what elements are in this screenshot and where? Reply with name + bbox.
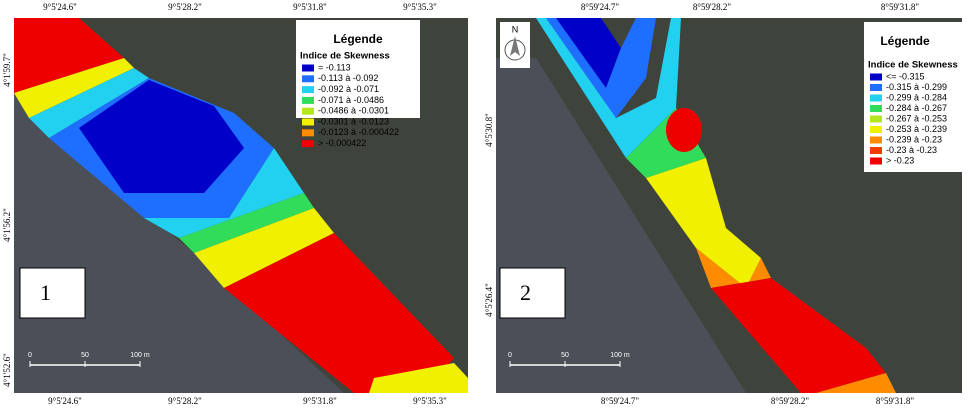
coordinate-label: 9°5'31.8" [293, 2, 327, 12]
coordinate-label: 9°5'28.2" [168, 2, 202, 12]
coordinate-label: 8°59'24.7" [581, 2, 619, 12]
coordinate-label: 9°5'28.2" [168, 396, 202, 406]
legend-label: -0.299 à -0.284 [886, 92, 947, 102]
coordinate-label: 4°5'30.8" [484, 113, 494, 147]
legend-title: Légende [880, 34, 930, 48]
scale-label: 0 [28, 352, 32, 359]
legend-subtitle: Indice de Skewness [868, 60, 958, 71]
scale-label: 50 [81, 352, 89, 359]
legend-subtitle: Indice de Skewness [300, 51, 390, 62]
legend-swatch [302, 119, 314, 126]
coordinate-label: 9°5'35.3" [403, 2, 437, 12]
legend-swatch [870, 95, 882, 102]
legend-label: > -0.23 [886, 155, 914, 165]
legend-label: -0.0123 à -0.000422 [318, 127, 399, 137]
coordinate-label: 4°1'59.7" [2, 53, 12, 87]
coordinate-label: 9°5'31.8" [303, 396, 337, 406]
legend-swatch [870, 147, 882, 154]
legend-label: -0.284 à -0.267 [886, 103, 947, 113]
coordinate-label: 9°5'24.6" [48, 396, 82, 406]
coordinate-label: 8°59'31.8" [881, 2, 919, 12]
legend-swatch [870, 74, 882, 81]
scale-label: 100 m [610, 352, 630, 359]
legend-label: -0.23 à -0.23 [886, 145, 937, 155]
coordinate-label: 8°59'31.8" [876, 396, 914, 406]
legend-label: -0.253 à -0.239 [886, 124, 947, 134]
coordinate-label: 9°5'35.3" [413, 396, 447, 406]
coordinate-label: 9°5'24.6" [43, 2, 77, 12]
legend-swatch [302, 86, 314, 93]
legend-label: <= -0.315 [886, 71, 925, 81]
coordinate-label: 4°1'52.6" [2, 353, 12, 387]
legend-swatch [870, 105, 882, 112]
legend-swatch [302, 108, 314, 115]
legend-swatch [870, 126, 882, 133]
panel-number: 2 [520, 280, 531, 305]
panel-number-box [500, 268, 565, 318]
panel-number: 1 [40, 280, 51, 305]
zone [666, 108, 702, 152]
legend-swatch [302, 140, 314, 147]
legend-swatch [302, 129, 314, 136]
panel-number-box [20, 268, 85, 318]
legend-swatch [870, 137, 882, 144]
legend-swatch [302, 65, 314, 72]
legend-label: > -0.000422 [318, 138, 366, 148]
legend-label: -0.071 à -0.0486 [318, 95, 384, 105]
legend-swatch [302, 75, 314, 82]
legend-label: -0.239 à -0.23 [886, 134, 942, 144]
legend-label: -0.113 à -0.092 [318, 73, 378, 83]
legend-swatch [870, 84, 882, 91]
north-label: N [512, 24, 519, 34]
legend-label: = -0.113 [318, 62, 351, 72]
coordinate-label: 8°59'28.2" [693, 2, 731, 12]
legend-title: Légende [333, 32, 383, 46]
legend-label: -0.315 à -0.299 [886, 82, 947, 92]
coordinate-label: 4°5'26.4" [484, 283, 494, 317]
map-figure: 9°5'24.6" 9°5'28.2" 9°5'31.8" 9°5'35.3" 9°5'… [0, 0, 970, 409]
legend-label: -0.267 à -0.253 [886, 113, 947, 123]
legend-label: -0.0486 à -0.0301 [318, 106, 389, 116]
coordinate-label: 8°59'24.7" [601, 396, 639, 406]
legend-label: -0.092 à -0.071 [318, 84, 379, 94]
scale-label: 100 m [130, 352, 150, 359]
legend-swatch [870, 158, 882, 165]
coordinate-label: 8°59'28.2" [771, 396, 809, 406]
legend-swatch [302, 97, 314, 104]
scale-label: 50 [561, 352, 569, 359]
scale-label: 0 [508, 352, 512, 359]
coordinate-label: 4°1'56.2" [2, 208, 12, 242]
legend-label: -0.0301 à -0.0123 [318, 116, 389, 126]
legend-swatch [870, 116, 882, 123]
